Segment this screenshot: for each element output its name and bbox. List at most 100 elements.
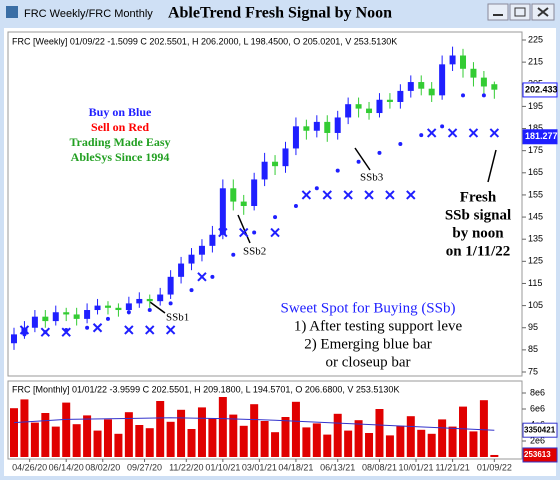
fresh-note: Fresh [460,189,497,205]
stop-dot [231,252,236,257]
maximize-button[interactable] [509,3,531,21]
volume-bar [124,412,133,457]
candle-body [345,104,352,118]
volume-bar [156,401,165,457]
candle-body [63,312,70,315]
candle-body [292,126,299,149]
candle-body [261,161,268,180]
candle-body [428,88,435,96]
y-tick-label: 85 [528,344,538,354]
volume-bar [20,399,29,457]
stop-dot [85,325,90,330]
y-tick-label: 145 [528,211,543,221]
y-tick-label: 8e6 [530,387,545,397]
price-panel [7,31,523,377]
candle-body [198,245,205,255]
candle-body [42,316,49,322]
candle-body [491,84,498,90]
volume-header: FRC [Monthly] 01/01/22 -3.9599 C 202.550… [12,384,399,394]
candle-body [386,99,393,102]
signal-x [301,190,312,200]
volume-bar [291,401,300,457]
callout: SSb3 [360,172,384,184]
candle-body [219,188,226,235]
volume-bar [260,421,269,457]
signal-x [92,323,103,333]
candle-body [407,82,414,91]
app-icon [6,6,18,18]
volume-bar [344,430,353,457]
signal-x [124,325,134,335]
candle-body [272,161,279,167]
sweet-spot: 1) After testing support leve [294,318,463,334]
sweet-spot: Sweet Spot for Buying (SSb) [280,300,455,316]
volume-bar [114,433,123,457]
candle-body [188,254,195,264]
volume-marker [522,422,558,438]
signal-x [468,128,479,138]
fresh-note: SSb signal [445,207,511,223]
signal-x [406,190,416,200]
window-title: FRC Weekly/FRC Monthly [24,8,153,20]
stop-dot [377,150,382,155]
stop-dot [398,142,403,147]
candle-body [209,234,216,246]
signal-x [385,190,395,200]
stop-dot [314,186,319,191]
x-tick-label: 11/22/20 [169,462,203,472]
candle-body [480,77,487,87]
legend-line: AbleSys Since 1994 [71,150,170,164]
candle-body [251,179,258,206]
sweet-spot: 2) Emerging blue bar [304,336,432,352]
stop-dot [419,133,424,138]
volume-bar [333,413,342,457]
candle-body [157,294,164,302]
x-tick-label: 08/08/21 [362,462,397,472]
volume-bar [490,454,499,457]
volume-bar [406,416,415,457]
volume-bar [448,426,457,457]
candle-body [230,188,237,202]
x-tick-label: 08/02/20 [85,462,120,472]
y-tick-label: 155 [528,189,543,199]
stop-dot [461,93,466,98]
fresh-note: by noon [452,225,504,241]
volume-bar [62,402,71,457]
volume-bar [135,425,144,457]
signal-x [218,227,228,238]
volume-bar [103,419,112,457]
candle-body [334,117,341,133]
signal-x [364,190,374,200]
volume-bar [93,430,102,457]
candle-body [31,316,38,328]
candle-body [52,312,59,322]
candle-body [470,68,477,78]
volume-bar [145,428,154,457]
x-tick-label: 04/18/21 [278,462,313,472]
candle-body [167,276,174,295]
volume-bar [365,433,374,457]
price-marker-label: 202.433 [525,84,558,94]
volume-bar [312,423,321,457]
callout: SSb1 [166,312,189,324]
volume-bar [83,415,92,457]
x-tick-label: 06/14/20 [49,462,84,472]
signal-x [343,190,353,200]
candle-body [460,55,467,69]
y-tick-label: 105 [528,300,543,310]
legend-line: Trading Made Easy [69,135,170,149]
candle-body [94,305,101,311]
candle-body [136,298,143,304]
candle-body [397,90,404,102]
price-header: FRC [Weekly] 01/09/22 -1.5099 C 202.5501… [12,36,397,46]
volume-bar [177,409,186,457]
signal-x [270,227,280,238]
signal-x [61,327,71,337]
y-tick-label: 165 [528,167,543,177]
price-marker [522,129,558,145]
price-marker [522,82,558,98]
volume-bar [10,408,18,457]
volume-bar [281,417,290,457]
minimize-button[interactable] [487,3,509,21]
